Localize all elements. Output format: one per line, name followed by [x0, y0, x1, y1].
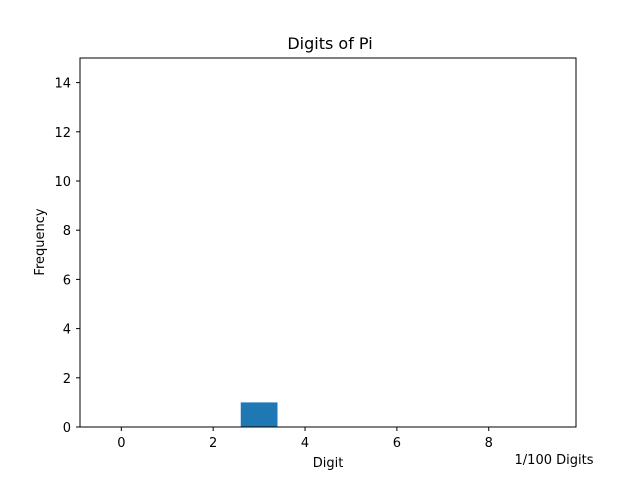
x-tick-label: 4: [301, 436, 309, 451]
plot-area-frame: [79, 57, 577, 428]
y-tick-label: 12: [54, 126, 71, 141]
bars-group: [240, 402, 278, 427]
y-tick-label: 6: [63, 273, 71, 288]
y-tick-label: 0: [63, 421, 71, 436]
x-tick-label: 8: [485, 436, 493, 451]
y-tick-label: 2: [63, 372, 71, 387]
y-tick-label: 4: [63, 323, 71, 338]
x-tick-label: 0: [117, 436, 125, 451]
chart-title: Digits of Pi: [287, 34, 372, 53]
digits-count-annotation: 1/100 Digits: [515, 453, 594, 468]
x-axis-ticks: 0 2 4 6 8: [117, 427, 493, 451]
y-axis-label: Frequency: [33, 208, 48, 275]
x-axis-label: Digit: [313, 456, 344, 471]
y-tick-label: 8: [63, 224, 71, 239]
x-tick-label: 2: [209, 436, 217, 451]
y-axis-ticks: 0 2 4 6 8 10 12 14: [54, 77, 80, 436]
bar-digit-3: [240, 402, 278, 427]
y-tick-label: 10: [54, 175, 71, 190]
x-tick-label: 6: [393, 436, 401, 451]
y-tick-label: 14: [54, 77, 71, 92]
